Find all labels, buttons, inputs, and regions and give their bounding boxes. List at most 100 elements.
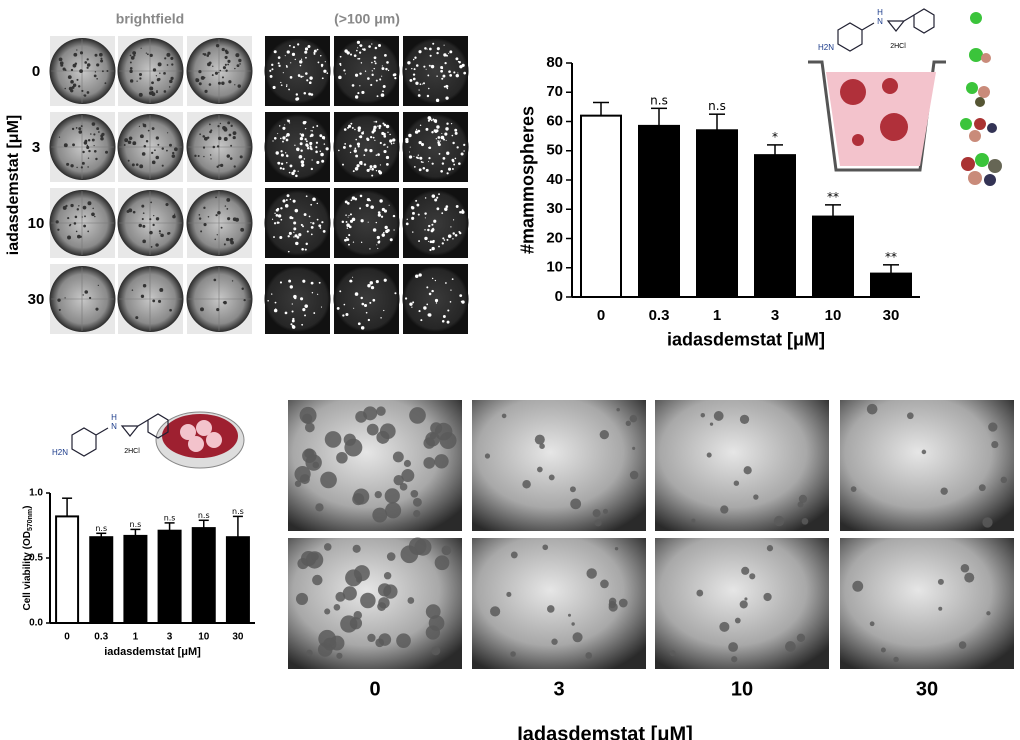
sphere xyxy=(282,126,286,130)
sphere xyxy=(428,224,431,228)
colony xyxy=(79,69,83,73)
colony xyxy=(93,144,95,147)
colony xyxy=(100,57,103,60)
sphere xyxy=(463,150,465,152)
sphere xyxy=(431,246,435,251)
bar xyxy=(638,124,680,298)
sphere xyxy=(743,466,752,475)
sphere xyxy=(299,142,303,146)
sphere xyxy=(323,143,326,145)
sphere xyxy=(382,85,386,89)
sphere xyxy=(321,159,325,163)
colony xyxy=(173,213,176,215)
sphere xyxy=(443,75,445,77)
column-label: 3 xyxy=(553,678,564,700)
sphere xyxy=(405,68,407,70)
colony xyxy=(129,69,133,73)
sphere xyxy=(453,71,456,74)
sphere xyxy=(456,146,459,149)
molecule-label: H xyxy=(877,8,883,17)
column-label: 10 xyxy=(731,678,753,700)
sphere xyxy=(463,71,467,75)
sphere xyxy=(382,122,385,125)
sphere xyxy=(338,75,342,80)
colony xyxy=(70,164,74,168)
colony xyxy=(224,55,228,59)
sphere xyxy=(440,169,443,173)
sphere xyxy=(338,149,340,152)
significance-label: n.s xyxy=(650,93,668,107)
colony xyxy=(227,63,230,66)
sphere xyxy=(426,286,429,289)
colony xyxy=(222,125,227,130)
sphere xyxy=(379,141,382,145)
sphere xyxy=(360,296,363,300)
bar xyxy=(580,114,622,299)
sphere xyxy=(366,423,379,436)
sphere xyxy=(354,167,359,171)
colony xyxy=(72,63,77,68)
sphere xyxy=(352,544,361,553)
sphere xyxy=(287,235,290,238)
sphere xyxy=(269,69,272,72)
sphere xyxy=(459,294,463,297)
colony xyxy=(70,80,74,84)
bar xyxy=(870,272,912,299)
sphere xyxy=(312,222,315,225)
sphere xyxy=(436,125,440,129)
sphere xyxy=(431,162,434,165)
sphere xyxy=(451,278,454,281)
sphere xyxy=(428,117,432,121)
colony xyxy=(161,164,164,167)
colony xyxy=(202,146,206,149)
sphere xyxy=(428,157,431,160)
sphere xyxy=(446,320,450,324)
sphere xyxy=(342,586,357,601)
x-tick-label: 0.3 xyxy=(649,307,670,324)
sphere xyxy=(376,95,379,98)
colony xyxy=(87,230,90,233)
sphere xyxy=(393,229,395,231)
sphere xyxy=(386,146,389,148)
sphere xyxy=(323,69,327,73)
sphere xyxy=(275,151,279,155)
well xyxy=(402,38,469,104)
sphere xyxy=(404,297,408,300)
colony xyxy=(150,201,153,204)
sphere xyxy=(412,58,415,61)
y-axis-label-part: Cell viability (OD xyxy=(22,531,33,610)
sphere xyxy=(351,126,354,129)
sphere xyxy=(319,134,323,138)
well-grid xyxy=(119,115,182,179)
colony xyxy=(203,76,206,79)
sphere xyxy=(367,284,371,288)
sphere xyxy=(438,153,441,155)
colony xyxy=(138,125,141,128)
sphere xyxy=(297,150,299,152)
bar xyxy=(754,154,796,298)
sphere xyxy=(428,240,430,242)
sphere xyxy=(412,231,414,233)
sphere xyxy=(321,136,326,140)
colony xyxy=(161,147,164,150)
sphere xyxy=(305,56,307,59)
colony xyxy=(198,217,202,220)
sphere xyxy=(428,615,445,631)
sphere xyxy=(570,498,582,510)
sphere xyxy=(409,302,413,306)
sphere xyxy=(274,308,277,311)
well xyxy=(333,266,400,332)
sphere xyxy=(437,143,441,147)
colony xyxy=(235,53,240,58)
sphere xyxy=(522,480,531,489)
x-axis-label: iadasdemstat [μM] xyxy=(104,646,201,658)
sphere xyxy=(599,429,609,440)
sphere xyxy=(424,229,426,231)
sphere xyxy=(371,73,374,77)
sphere xyxy=(360,219,364,223)
sphere xyxy=(399,483,408,491)
sphere xyxy=(294,208,299,213)
sphere xyxy=(333,603,341,611)
sphere xyxy=(744,597,748,601)
y-axis-label-part: 570nm xyxy=(27,509,34,531)
